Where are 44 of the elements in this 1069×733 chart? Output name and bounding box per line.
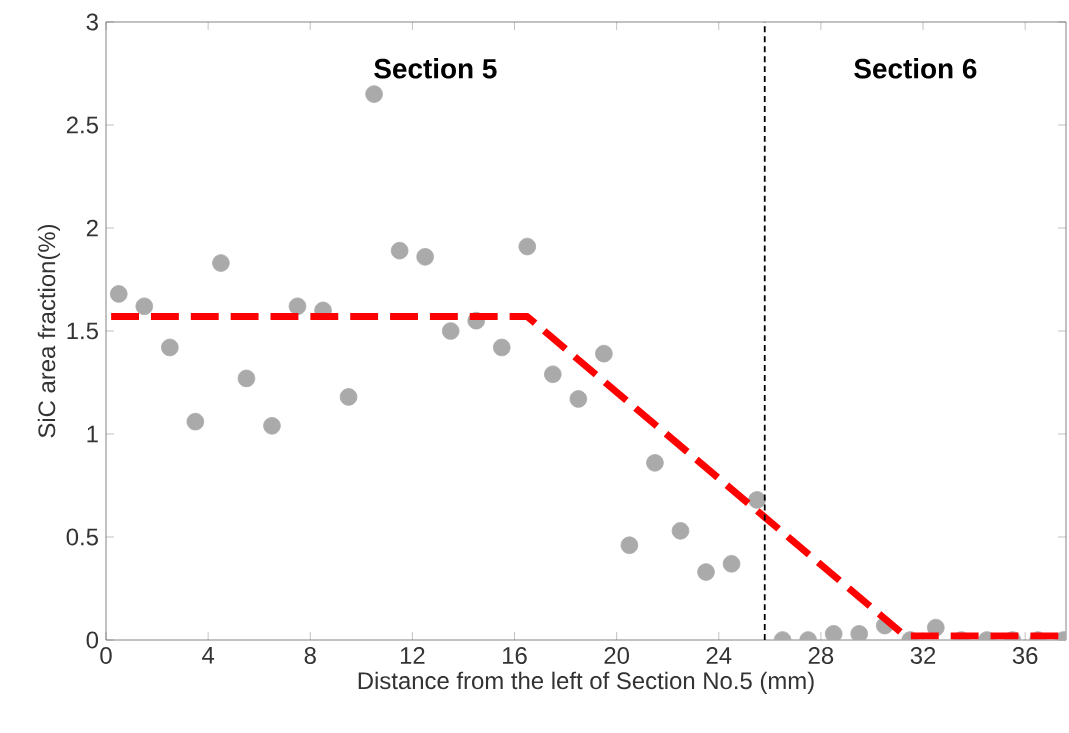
point (263, 416, 281, 435)
point (518, 237, 537, 256)
x-tick-label: 0 (100, 647, 112, 664)
point (595, 344, 613, 363)
x-axis-title: Distance from the left of Section No.5 (mm) (358, 671, 814, 694)
y-tick-label: 2.5 (66, 116, 98, 134)
annotation: Section 6 (854, 58, 977, 79)
point (212, 254, 230, 272)
point (441, 322, 460, 340)
x-tick-label: 28 (808, 647, 834, 664)
point (492, 338, 511, 357)
y-tick-label: 2 (86, 219, 98, 237)
point (748, 491, 766, 509)
y-tick-label: 1 (87, 425, 98, 443)
x-tick-label: 4 (202, 647, 215, 664)
x-tick-label: 16 (503, 647, 527, 664)
point (390, 241, 409, 260)
x-tick-label: 24 (706, 647, 732, 664)
point (237, 369, 256, 388)
point (544, 365, 562, 384)
point (569, 390, 588, 408)
point (186, 412, 205, 431)
point (671, 522, 690, 540)
point (161, 338, 179, 357)
annotation: Section 5 (374, 58, 497, 79)
point (365, 85, 383, 103)
y-tick-label: 0.5 (66, 528, 98, 546)
x-tick-label: 32 (910, 647, 936, 664)
point (697, 563, 715, 581)
y-axis-title: SiC area fraction(%) (37, 224, 60, 438)
y-tick-label: 1.5 (67, 322, 98, 340)
point (135, 297, 154, 316)
y-tick-label: 0 (86, 631, 99, 649)
x-tick-label: 36 (1012, 647, 1038, 664)
point (288, 297, 307, 316)
x-tick-label: 8 (304, 647, 316, 664)
point (722, 555, 741, 573)
point (620, 536, 639, 555)
point (416, 248, 434, 266)
point (339, 388, 358, 406)
point (646, 454, 664, 472)
x-tick-label: 12 (400, 647, 425, 664)
x-tick-label: 20 (604, 647, 630, 664)
y-tick-label: 3 (86, 13, 98, 31)
